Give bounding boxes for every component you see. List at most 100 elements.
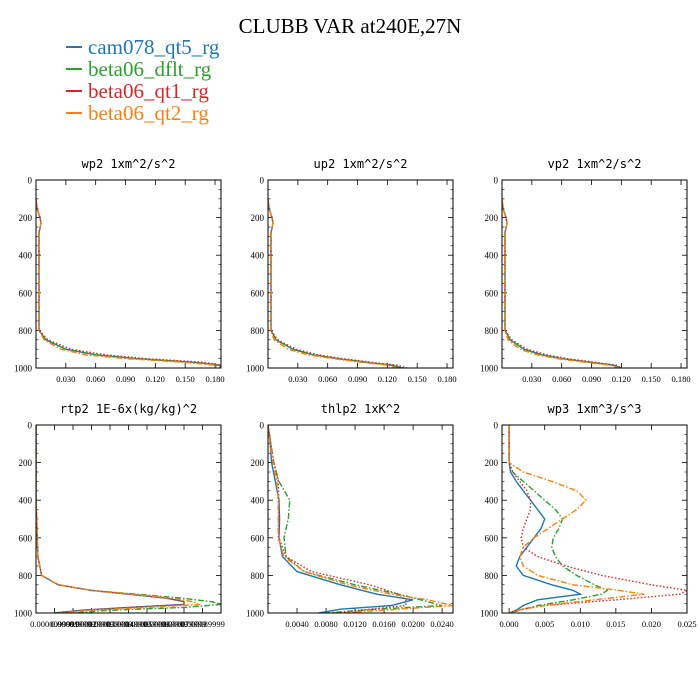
series-line-beta06_qt1_rg [508, 425, 687, 613]
x-tick-label: 0.000039999 [88, 619, 133, 629]
series-line-beta06_dflt_rg [36, 425, 221, 613]
x-tick-label: 0.120 [378, 374, 397, 384]
series-line-cam078_qt5_rg [508, 425, 583, 613]
legend-swatch [66, 112, 82, 114]
y-tick-label: 200 [251, 213, 265, 223]
x-tick-label: 0.000029999 [69, 619, 114, 629]
x-tick-label: 0.000089999 [180, 619, 225, 629]
x-tick-label: 0.0120 [343, 619, 366, 629]
y-tick-label: 800 [485, 326, 499, 336]
legend-label: beta06_dflt_rg [88, 57, 212, 81]
panel-title: wp2 1xm^2/s^2 [82, 157, 176, 171]
panel-title: thlp2 1xK^2 [321, 402, 400, 416]
series-line-beta06_qt2_rg [268, 198, 398, 368]
x-tick-label: 0.060 [552, 374, 571, 384]
panel-3: vp2 1xm^2/s^2 0 200 400 600 800 1000 0.030 0.060… [480, 157, 691, 384]
x-tick-label: 0.030 [56, 374, 75, 384]
x-tick-label: 0.060 [86, 374, 105, 384]
plot-frame [267, 179, 454, 369]
series-line-beta06_dflt_rg [268, 198, 403, 368]
series-line-beta06_qt1_rg [36, 198, 221, 368]
legend-swatch [66, 68, 82, 70]
x-tick-label: 0.150 [176, 374, 195, 384]
x-tick-label: 0.0240 [430, 619, 453, 629]
y-tick-label: 200 [485, 213, 499, 223]
series-line-beta06_qt2_rg [268, 425, 453, 613]
y-tick-label: 400 [19, 496, 33, 506]
panel-1: wp2 1xm^2/s^2 0 200 400 600 800 1000 0.030 0.060… [14, 157, 225, 384]
y-tick-label: 600 [485, 288, 499, 298]
x-tick-label: 0.010 [571, 619, 590, 629]
series-line-cam078_qt5_rg [502, 198, 622, 368]
x-tick-label: 0.020 [642, 619, 661, 629]
series-line-beta06_qt1_rg [268, 198, 408, 368]
legend-entry: cam078_qt5_rg [66, 36, 219, 58]
y-tick-label: 0 [260, 421, 265, 431]
x-tick-label: 0.0000099999 [30, 619, 79, 629]
legend-swatch [66, 90, 82, 92]
y-tick-label: 0 [494, 421, 499, 431]
x-tick-label: 0.0080 [314, 619, 337, 629]
y-tick-label: 800 [19, 571, 33, 581]
x-tick-label: 0.120 [146, 374, 165, 384]
y-tick-label: 1000 [246, 609, 265, 619]
plot-frame [267, 424, 454, 614]
panel-title: wp3 1xm^3/s^3 [548, 402, 642, 416]
x-tick-label: 0.030 [522, 374, 541, 384]
x-tick-label: 0.000019999 [51, 619, 96, 629]
y-tick-label: 600 [19, 288, 33, 298]
y-tick-label: 200 [251, 458, 265, 468]
x-tick-label: 0.0160 [372, 619, 395, 629]
panel-5: thlp2 1xK^2 0 200 400 600 800 1000 0.0040 0.0080… [246, 402, 454, 629]
x-tick-label: 0.090 [582, 374, 601, 384]
x-tick-label: 0.180 [437, 374, 456, 384]
series-line-beta06_dflt_rg [508, 425, 609, 613]
y-tick-label: 200 [19, 458, 33, 468]
plot-frame [35, 179, 222, 369]
plot-frame [501, 179, 688, 369]
x-tick-label: 0.0200 [401, 619, 424, 629]
y-tick-label: 800 [251, 326, 265, 336]
series-line-cam078_qt5_rg [36, 198, 221, 368]
figure-title: CLUBB VAR at240E,27N [238, 14, 462, 38]
series-line-beta06_dflt_rg [502, 198, 622, 368]
y-tick-label: 1000 [480, 364, 499, 374]
x-tick-label: 0.000059999 [125, 619, 170, 629]
plot-frame [501, 424, 688, 614]
y-tick-label: 0 [28, 176, 33, 186]
series-line-cam078_qt5_rg [268, 198, 403, 368]
x-tick-label: 0.030 [288, 374, 307, 384]
series-line-beta06_qt2_rg [36, 425, 202, 613]
panel-4: rtp2 1E-6x(kg/kg)^2020040060080010000.00… [14, 402, 225, 629]
series-line-beta06_dflt_rg [268, 425, 443, 613]
plot-frame [35, 424, 222, 614]
series-line-beta06_qt2_rg [508, 425, 645, 613]
x-tick-label: 0.120 [612, 374, 631, 384]
y-tick-label: 1000 [480, 609, 499, 619]
y-tick-label: 0 [260, 176, 265, 186]
series-line-beta06_qt1_rg [268, 425, 407, 613]
y-tick-label: 600 [251, 533, 265, 543]
y-tick-label: 800 [485, 571, 499, 581]
x-tick-label: 0.060 [318, 374, 337, 384]
legend-entry: beta06_qt1_rg [66, 80, 219, 102]
panel-title: rtp2 1E-6x(kg/kg)^2 [60, 402, 197, 416]
x-tick-label: 0.000049999 [106, 619, 151, 629]
series-line-cam078_qt5_rg [268, 425, 414, 613]
legend-label: beta06_qt2_rg [88, 101, 209, 125]
y-tick-label: 600 [19, 533, 33, 543]
x-tick-label: 0.000 [500, 619, 519, 629]
x-tick-label: 0.000069999 [143, 619, 188, 629]
legend-entry: beta06_qt2_rg [66, 102, 219, 124]
y-tick-label: 800 [251, 571, 265, 581]
y-tick-label: 400 [485, 251, 499, 261]
y-tick-label: 0 [28, 421, 33, 431]
x-tick-label: 0.150 [642, 374, 661, 384]
y-tick-label: 400 [251, 496, 265, 506]
x-tick-label: 0.090 [116, 374, 135, 384]
y-tick-label: 1000 [14, 364, 33, 374]
x-tick-label: 0.180 [205, 374, 224, 384]
y-tick-label: 400 [19, 251, 33, 261]
